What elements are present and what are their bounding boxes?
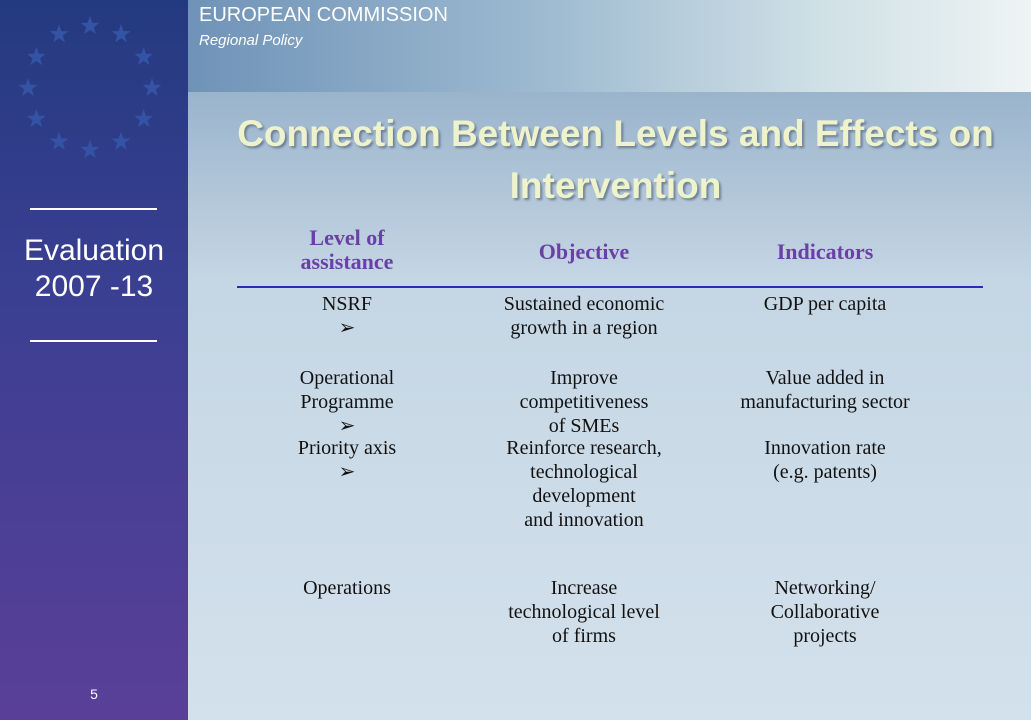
table-cell: development [532, 485, 636, 507]
organization: EUROPEAN COMMISSION [199, 4, 448, 26]
table-cell: Programme [300, 391, 394, 413]
divider [30, 340, 157, 342]
marker: ➢ [338, 461, 356, 483]
star [111, 24, 131, 43]
star [26, 109, 46, 128]
table-cell: GDP per capita [763, 293, 887, 315]
star [80, 140, 100, 159]
table-cell: and innovation [524, 509, 644, 531]
unit: Regional Policy [199, 32, 303, 49]
star [49, 24, 69, 43]
table-cell: Collaborative [770, 601, 880, 623]
table-cell: Improve [550, 367, 618, 389]
table-cell: Sustained economic [503, 293, 665, 315]
column-header: Objective [538, 239, 630, 264]
table-cell: Operations [303, 577, 391, 599]
table-cell: competitiveness [519, 391, 649, 413]
table-cell: of SMEs [548, 415, 620, 437]
marker: ➢ [338, 317, 356, 339]
table-cell: Operational [299, 367, 395, 389]
slide-title: Connection Between Levels and Effects on… [237, 113, 994, 206]
table-cell: Innovation rate [764, 437, 886, 459]
column-header: Level of [309, 225, 385, 250]
header-rule [237, 286, 983, 288]
table-cell: manufacturing sector [740, 391, 910, 413]
table-cell: technological level [508, 601, 660, 623]
table-cell: Reinforce research, [506, 437, 662, 459]
table-cell: technological [530, 461, 638, 483]
star [80, 16, 100, 35]
slide-number: 5 [90, 686, 98, 702]
table-cell: Priority axis [297, 437, 397, 459]
star [142, 78, 162, 97]
table-cell: of firms [552, 625, 616, 647]
table-cell: (e.g. patents) [773, 461, 877, 483]
eu-stars [18, 16, 162, 159]
table-cell: Increase [550, 577, 618, 599]
banner [188, 0, 1031, 92]
table-cell: Networking/ [774, 577, 876, 599]
content-area [188, 92, 1031, 720]
marker: ➢ [338, 415, 356, 437]
table-cell: growth in a region [510, 317, 658, 339]
star [134, 47, 154, 66]
star [26, 47, 46, 66]
sidebar [0, 0, 188, 720]
sidebar-label: Evaluation [23, 234, 165, 267]
table-cell: NSRF [321, 293, 373, 315]
table-cell: Value added in [765, 367, 885, 389]
column-header: assistance [300, 249, 394, 274]
star [134, 109, 154, 128]
sidebar-label: 2007 -13 [34, 270, 154, 303]
table-cell: projects [793, 625, 857, 647]
divider [30, 208, 157, 210]
star [49, 131, 69, 150]
star [18, 78, 38, 97]
column-header: Indicators [776, 239, 874, 264]
star [111, 131, 131, 150]
